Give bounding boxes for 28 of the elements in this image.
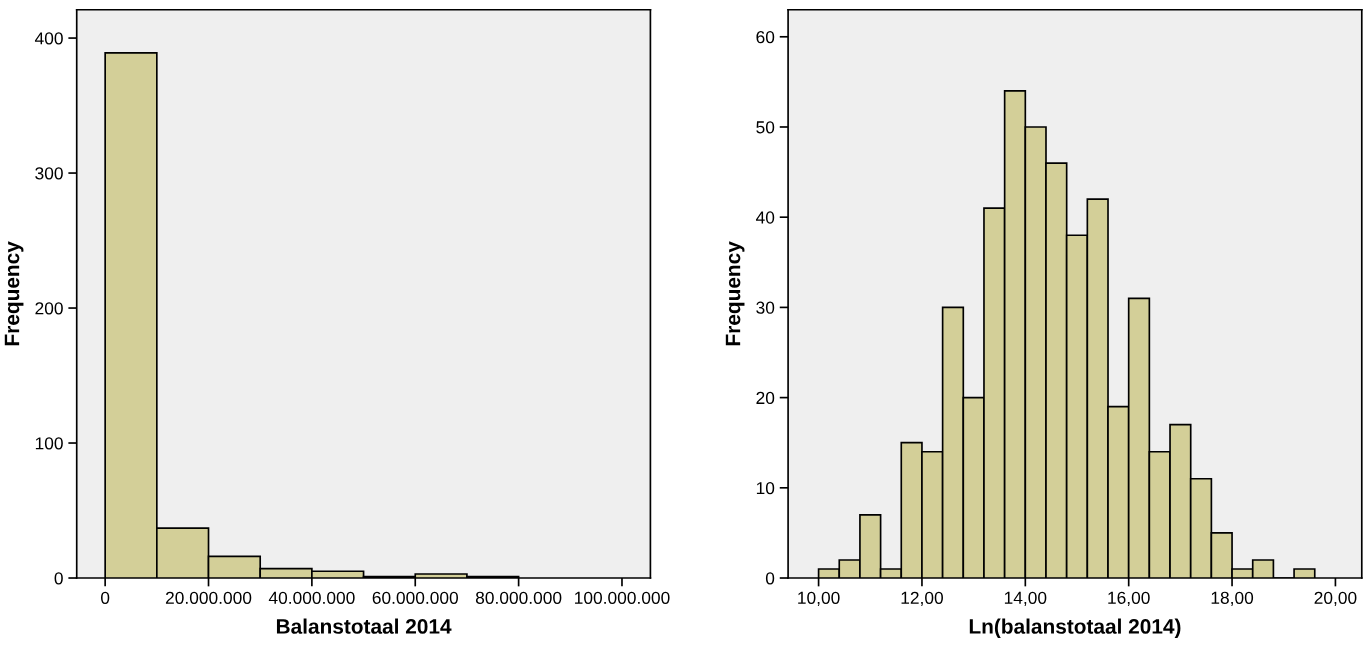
x-tick-label: 100.000.000 [575,591,670,604]
x-tick-label: 16,00 [1108,591,1150,607]
y-tick-label: 200 [35,302,63,315]
y-axis-title: Frequency [725,241,745,346]
y-tick-label: 300 [35,167,63,180]
x-tick-label: 18,00 [1211,591,1254,607]
x-tick-label: 14,00 [1004,591,1047,607]
x-tick-label: 20,00 [1314,591,1357,607]
x-tick-label: 80.000.000 [475,591,562,604]
x-axis-title: Balanstotaal 2014 [276,618,452,634]
x-tick-label: 0 [101,591,110,604]
y-tick-label: 0 [54,572,63,585]
y-tick-label: 60 [756,30,775,44]
x-axis-title: Ln(balanstotaal 2014) [969,618,1181,638]
y-tick-label: 100 [35,437,63,450]
x-tick-label: 10,00 [798,591,840,607]
y-tick-label: 20 [756,391,775,405]
x-tick-label: 60.000.000 [372,591,459,604]
y-tick-label: 50 [756,121,775,134]
y-tick-label: 40 [755,211,775,224]
y-tick-label: 0 [765,572,775,585]
y-tick-label: 30 [756,301,775,314]
y-tick-label: 10 [756,481,775,495]
x-tick-label: 20.000.000 [165,591,252,604]
y-axis-title: Frequency [4,241,24,346]
y-tick-label: 400 [34,32,63,45]
x-tick-label: 40.000.000 [268,591,355,604]
x-tick-label: 12,00 [901,591,943,607]
